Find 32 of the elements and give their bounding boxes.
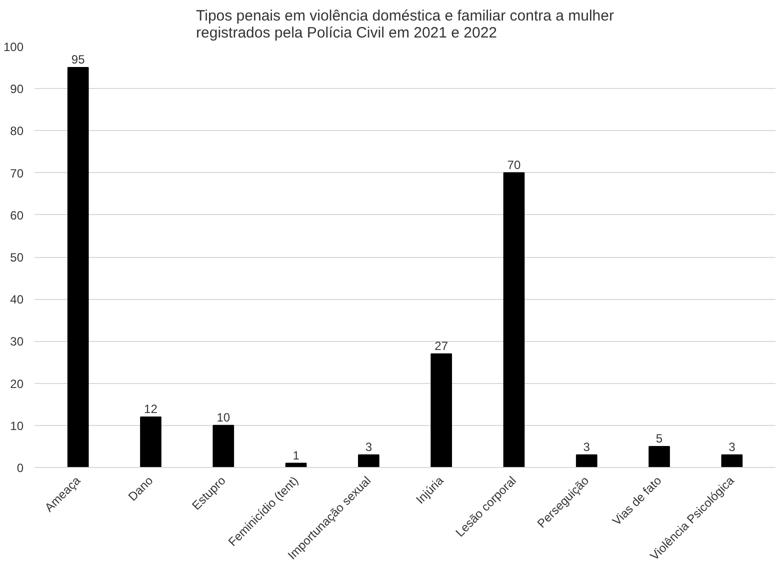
- y-tick-label: 10: [10, 418, 24, 433]
- data-label: 70: [507, 158, 521, 172]
- y-tick-label: 100: [3, 40, 24, 54]
- data-label: 3: [583, 440, 590, 454]
- data-label: 3: [365, 440, 372, 454]
- y-tick-label: 50: [10, 250, 24, 264]
- y-tick-label: 80: [10, 124, 24, 138]
- bar: [576, 454, 598, 468]
- bar: [67, 67, 89, 468]
- data-label: 3: [728, 440, 736, 454]
- data-label: 5: [656, 431, 663, 446]
- data-label: 27: [434, 338, 448, 353]
- y-tick-label: 40: [10, 292, 24, 307]
- y-tick-label: 0: [16, 461, 24, 475]
- y-tick-label: 70: [10, 166, 24, 180]
- y-tick-label: 20: [10, 376, 24, 391]
- chart-title: Tipos penais em violência doméstica e familiar contra a mulher registrados pela Polícia Civil em 2021 e 2022: [196, 8, 614, 42]
- data-label: 10: [216, 410, 230, 424]
- y-tick-label: 90: [10, 82, 24, 96]
- data-label: 12: [144, 402, 158, 416]
- bar: [212, 424, 234, 468]
- bar: [721, 454, 743, 468]
- y-tick-label: 60: [10, 208, 24, 222]
- bar: [358, 454, 380, 468]
- bar: [140, 416, 162, 468]
- bar: [503, 172, 525, 468]
- y-tick-label: 30: [10, 334, 24, 349]
- x-tick-label: Vias de fato: [610, 473, 664, 528]
- bar: [430, 353, 452, 468]
- data-label: 95: [71, 52, 86, 67]
- bar: [648, 446, 670, 468]
- data-label: 1: [292, 448, 300, 462]
